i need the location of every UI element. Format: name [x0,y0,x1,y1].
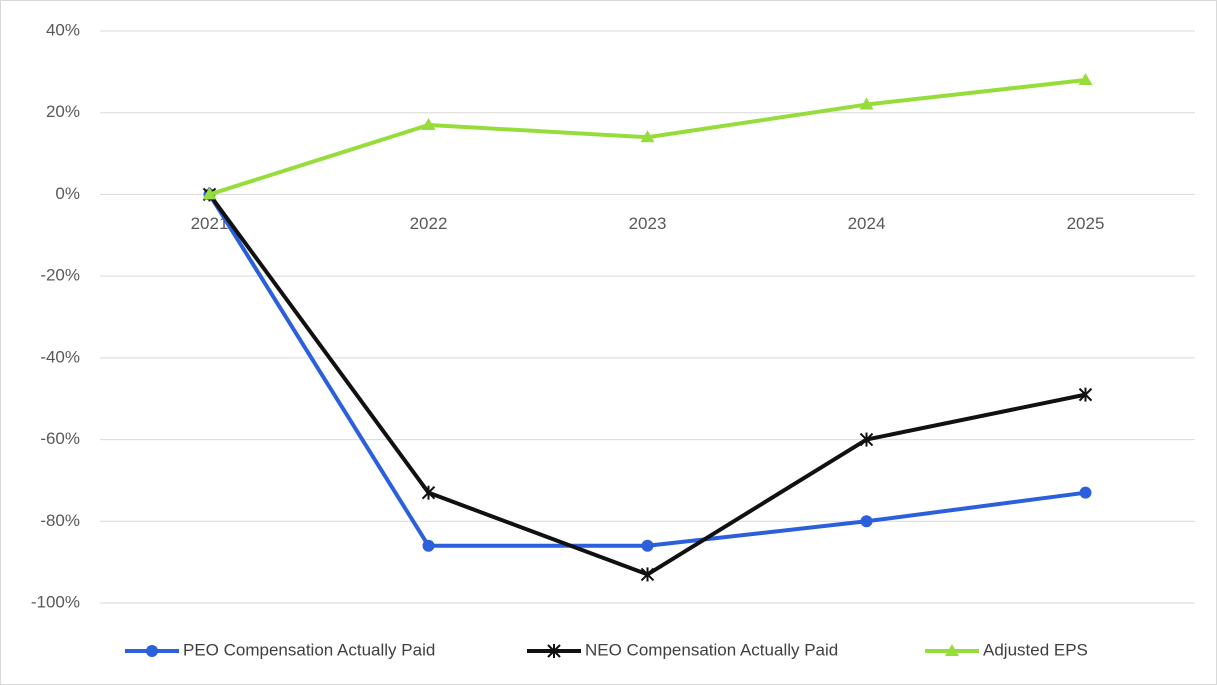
marker [422,539,435,552]
y-tick-label: -20% [40,266,80,285]
marker [640,130,655,143]
legend-label: Adjusted EPS [983,640,1088,659]
y-tick-label: -60% [40,429,80,448]
marker [146,645,158,657]
marker [202,187,217,200]
marker [421,117,436,130]
y-tick-label: -80% [40,511,80,530]
marker [421,485,436,500]
y-tick-label: 0% [55,184,80,203]
x-tick-label: 2024 [848,214,886,233]
y-tick-label: 40% [46,20,80,39]
marker [859,432,874,447]
legend-label: NEO Compensation Actually Paid [585,640,838,659]
marker [640,567,655,582]
y-tick-label: -40% [40,347,80,366]
marker [860,515,873,528]
x-tick-label: 2025 [1067,214,1105,233]
marker [1079,486,1092,499]
y-tick-label: -100% [31,592,80,611]
marker [1078,73,1093,86]
marker [1078,387,1093,402]
x-tick-label: 2023 [629,214,667,233]
marker [859,97,874,110]
x-tick-label: 2022 [410,214,448,233]
x-tick-label: 2021 [191,214,229,233]
marker [547,644,561,658]
marker [945,644,959,656]
marker [641,539,654,552]
legend-label: PEO Compensation Actually Paid [183,640,435,659]
y-tick-label: 20% [46,102,80,121]
legend: PEO Compensation Actually Paid NEO Compen… [125,640,1088,659]
